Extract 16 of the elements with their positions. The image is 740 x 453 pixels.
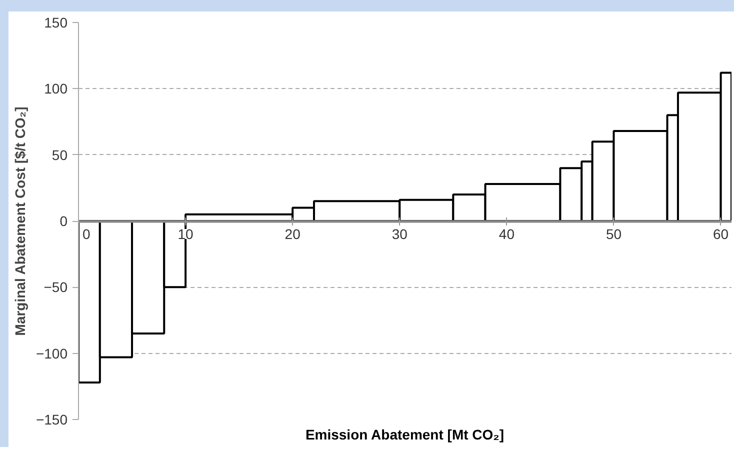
x-tick-label: 20 <box>284 226 301 242</box>
y-tick-label: −50 <box>44 279 68 296</box>
x-tick-label: 0 <box>82 226 90 242</box>
y-tick-label: −150 <box>36 412 68 428</box>
y-tick-label: 150 <box>44 14 68 30</box>
x-tick-label: 10 <box>178 226 194 242</box>
x-tick-label: 50 <box>606 226 622 242</box>
y-tick-label: 0 <box>60 213 68 229</box>
y-axis-title: Marginal Abatement Cost [$/t CO₂] <box>12 106 28 336</box>
x-tick-label: 30 <box>392 226 408 242</box>
y-tick-label: 100 <box>44 80 68 97</box>
x-tick-label: 40 <box>498 226 515 242</box>
y-tick-label: −100 <box>36 345 68 362</box>
y-tick-label: 50 <box>52 146 68 163</box>
x-tick-label: 60 <box>713 226 729 242</box>
x-axis-title: Emission Abatement [Mt CO₂] <box>305 426 504 442</box>
